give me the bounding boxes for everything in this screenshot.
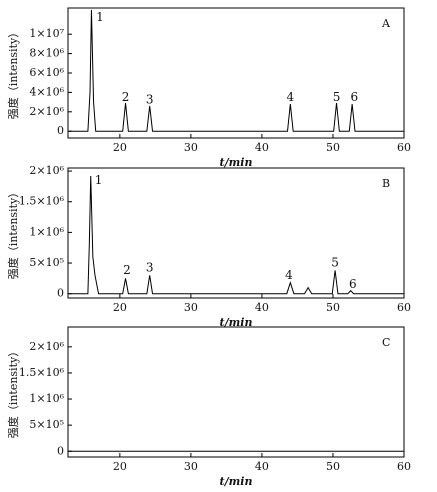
x-tick-label: 60 — [397, 301, 411, 314]
y-tick-label: 1.5×10⁶ — [19, 366, 65, 379]
x-tick-label: 60 — [397, 460, 411, 473]
panel-label: C — [382, 336, 390, 349]
panel-label: B — [382, 177, 390, 190]
x-tick-label: 40 — [255, 301, 269, 314]
y-tick-label: 4×10⁶ — [29, 85, 64, 98]
x-axis-label: t/min — [220, 475, 253, 488]
peak-label: 2 — [123, 263, 131, 277]
peak-label: 5 — [331, 256, 339, 270]
peak-label: 1 — [95, 173, 103, 187]
x-tick-label: 50 — [326, 301, 340, 314]
peak-label: 4 — [285, 268, 293, 282]
y-axis-label: 强度（intensity） — [6, 27, 20, 119]
trace-line — [68, 175, 404, 295]
plot-frame — [67, 167, 405, 299]
x-tick-label: 20 — [113, 141, 127, 154]
y-tick-label: 5×10⁵ — [29, 256, 64, 269]
y-tick-label: 8×10⁶ — [29, 47, 64, 60]
plot-frame — [67, 326, 405, 458]
peak-label: 2 — [122, 90, 130, 104]
x-axis-label: t/min — [220, 156, 253, 169]
peak-label: 3 — [146, 260, 154, 274]
y-tick-label: 1×10⁷ — [29, 27, 64, 40]
peak-label: 5 — [333, 90, 341, 104]
peak-label: 3 — [146, 93, 154, 107]
y-tick-label: 6×10⁶ — [29, 66, 64, 79]
y-tick-label: 0 — [57, 444, 64, 457]
x-tick-label: 50 — [326, 460, 340, 473]
y-tick-label: 0 — [57, 287, 64, 300]
y-tick-label: 2×10⁶ — [29, 340, 64, 353]
x-tick-label: 50 — [326, 141, 340, 154]
y-tick-label: 5×10⁵ — [29, 418, 64, 431]
panel-label: A — [381, 17, 391, 30]
x-axis-label: t/min — [220, 316, 253, 329]
x-tick-label: 20 — [113, 301, 127, 314]
x-tick-label: 60 — [397, 141, 411, 154]
y-tick-label: 0 — [57, 124, 64, 137]
y-tick-label: 2×10⁶ — [29, 164, 64, 177]
peak-label: 1 — [96, 10, 104, 24]
y-tick-label: 2×10⁶ — [29, 105, 64, 118]
peak-label: 6 — [350, 90, 358, 104]
x-tick-label: 30 — [184, 301, 198, 314]
peak-label: 6 — [349, 277, 357, 291]
y-axis-label: 强度（intensity） — [6, 346, 20, 438]
y-axis-label: 强度（intensity） — [6, 187, 20, 279]
x-tick-label: 30 — [184, 460, 198, 473]
trace-line — [68, 9, 404, 132]
peak-label: 4 — [287, 90, 295, 104]
x-tick-label: 30 — [184, 141, 198, 154]
y-tick-label: 1×10⁶ — [29, 392, 64, 405]
x-tick-label: 40 — [255, 141, 269, 154]
y-tick-label: 1.5×10⁶ — [19, 195, 65, 208]
x-tick-label: 20 — [113, 460, 127, 473]
y-tick-label: 1×10⁶ — [29, 225, 64, 238]
x-tick-label: 40 — [255, 460, 269, 473]
